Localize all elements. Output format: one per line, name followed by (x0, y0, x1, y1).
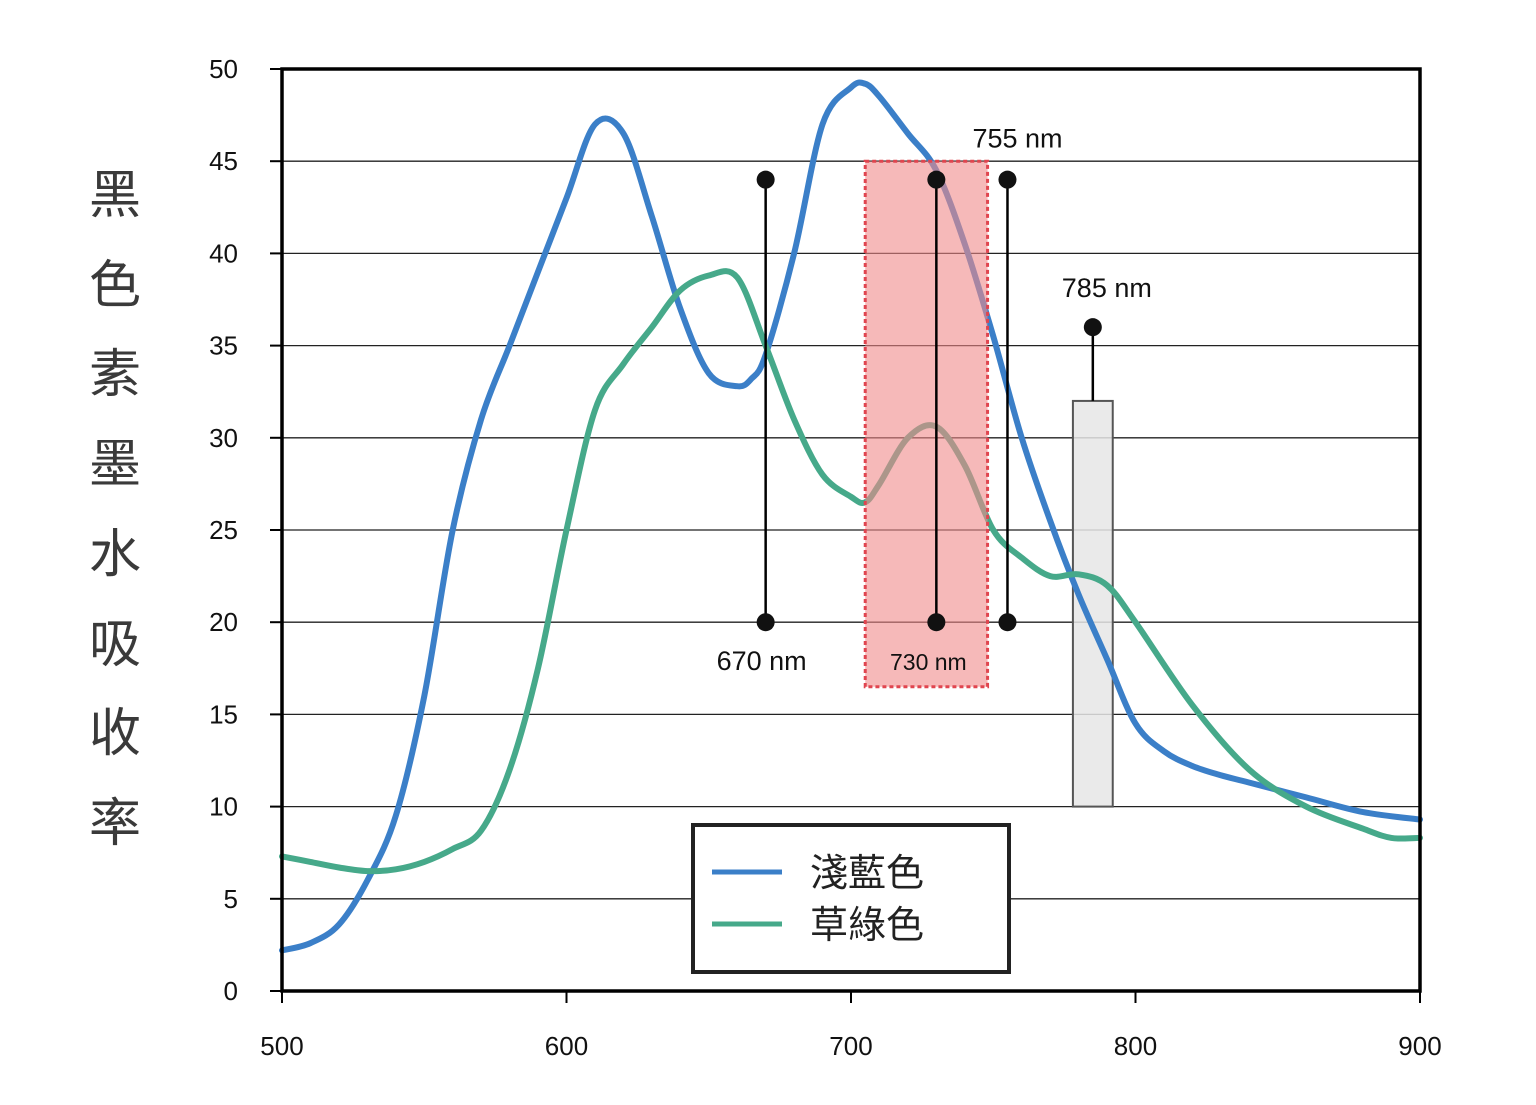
marker-dot-bottom (756, 613, 775, 632)
x-tick-label: 600 (545, 1031, 588, 1061)
marker-dot-bottom (927, 613, 946, 632)
x-tick-label: 500 (260, 1031, 303, 1061)
marker-dot-top (998, 170, 1017, 189)
y-axis-label-char: 率 (88, 793, 141, 854)
legend-label: 淺藍色 (810, 851, 924, 895)
series-line-1 (279, 79, 1423, 954)
y-axis-label-char: 墨 (88, 435, 141, 496)
y-tick-label: 45 (209, 146, 238, 176)
y-tick-label: 25 (209, 515, 238, 545)
y-tick-label: 40 (209, 238, 238, 268)
legend-box (691, 823, 1011, 974)
marker-dot-bottom (998, 613, 1017, 632)
plot-frame (280, 67, 1422, 993)
y-tick-label: 50 (209, 54, 238, 84)
marker-label: 785 nm (1062, 273, 1152, 303)
marker-dot-top (1083, 318, 1102, 337)
x-tick-label: 700 (829, 1031, 872, 1061)
y-tick-label: 5 (224, 884, 238, 914)
x-tick-label: 800 (1114, 1031, 1157, 1061)
marker-dot-top (756, 170, 775, 189)
band-785-nm (1071, 399, 1114, 808)
y-tick-label: 10 (209, 792, 238, 822)
wavelength-markers: 670 nm 730 nm 755 nm 785 nm (717, 124, 1152, 689)
marker-label: 670 nm (717, 646, 807, 676)
y-tick-label: 15 (209, 699, 238, 729)
y-tick-label: 35 (209, 331, 238, 361)
series-line-2 (279, 268, 1423, 875)
y-axis-label-char: 吸 (88, 614, 141, 675)
series-lines (279, 79, 1423, 954)
axes (270, 67, 1422, 1003)
x-tick-label: 900 (1398, 1031, 1441, 1061)
y-tick-label: 0 (224, 976, 238, 1006)
y-axis-label-char: 收 (88, 704, 141, 765)
marker-dot-top (927, 170, 946, 189)
marker-label: 730 nm (890, 649, 967, 675)
y-axis-label-char: 色 (88, 255, 141, 316)
y-axis-label: 黑色素墨水吸收率 (80, 170, 150, 850)
marker-label: 755 nm (972, 124, 1062, 154)
grid-lines (282, 68, 1420, 900)
wavelength-bands (1071, 399, 1114, 808)
y-tick-label: 20 (209, 607, 238, 637)
y-axis-label-char: 黑 (88, 166, 141, 226)
y-tick-label: 30 (209, 423, 238, 453)
legend-label: 草綠色 (810, 903, 924, 947)
tick-labels: 0 5 10 15 20 25 30 35 40 45 50 500 600 700 800 900 (209, 54, 1442, 1061)
band-730-nm (863, 159, 990, 689)
y-axis-label-char: 素 (88, 345, 141, 406)
y-axis-label-char: 水 (88, 524, 141, 585)
